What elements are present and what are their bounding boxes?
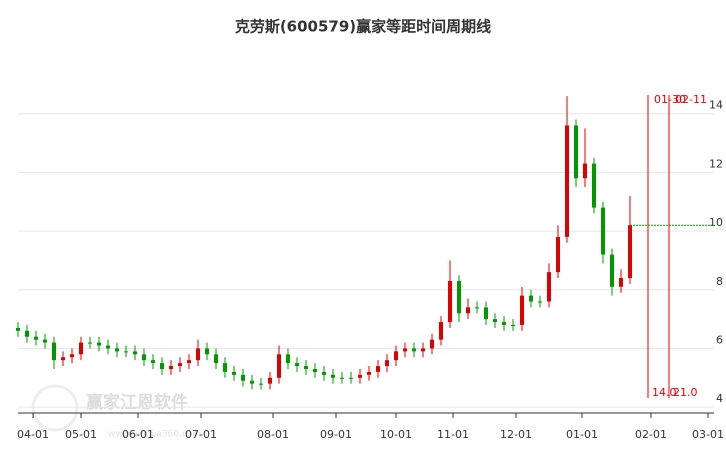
x-tick-label: 04-01 <box>17 428 49 441</box>
watermark-logo <box>31 384 79 432</box>
candle-body <box>502 322 506 325</box>
candle-body <box>556 236 560 273</box>
x-tick-label: 12-01 <box>500 428 532 441</box>
cycle-bottom-label: 21.0 <box>673 386 698 399</box>
candle-body <box>187 360 191 364</box>
candle-body <box>367 371 371 375</box>
y-tick-label: 6 <box>716 333 723 346</box>
candle-body <box>70 354 74 358</box>
candle-body <box>259 383 263 385</box>
candle-body <box>457 280 461 314</box>
chart-title: 克劳斯(600579)赢家等距时间周期线 <box>235 18 491 36</box>
y-tick-label: 12 <box>709 157 723 170</box>
candle-body <box>106 345 110 349</box>
x-tick-label: 10-01 <box>380 428 412 441</box>
x-tick-label: 09-01 <box>320 428 352 441</box>
candle-body <box>484 307 488 320</box>
x-tick-label: 07-01 <box>185 428 217 441</box>
y-tick-label: 8 <box>716 275 723 288</box>
candle-body <box>277 354 281 378</box>
candle-body <box>79 342 83 355</box>
x-tick-label: 08-01 <box>257 428 289 441</box>
candle-body <box>358 374 362 378</box>
candle-body <box>268 377 272 384</box>
candle-body <box>439 322 443 340</box>
candle-body <box>547 272 551 302</box>
x-tick-label: 11-01 <box>437 428 469 441</box>
candle-body <box>34 336 38 340</box>
candle-body <box>232 371 236 375</box>
candle-body <box>25 330 29 337</box>
candle-body <box>448 280 452 323</box>
candle-body <box>592 163 596 208</box>
candle-body <box>295 363 299 367</box>
candle-body <box>304 366 308 369</box>
x-tick-label: 06-01 <box>122 428 154 441</box>
candle-body <box>340 377 344 379</box>
candle-body <box>403 348 407 352</box>
candle-body <box>169 366 173 369</box>
candle-body <box>97 342 101 346</box>
candle-body <box>331 374 335 378</box>
candle-body <box>16 327 20 331</box>
cycle-bottom-label: 14.0 <box>652 386 677 399</box>
candle-body <box>115 348 119 352</box>
candle-body <box>43 339 47 343</box>
cycle-top-label: 02-11 <box>675 93 707 106</box>
candle-body <box>412 348 416 352</box>
cycle-top-label: 01-30 <box>654 93 686 106</box>
candle-body <box>178 363 182 367</box>
candle-body <box>349 377 353 379</box>
x-tick-label: 02-01 <box>635 428 667 441</box>
x-tick-label: 01-01 <box>566 428 598 441</box>
candle-body <box>601 207 605 255</box>
candle-body <box>142 354 146 361</box>
candle-body <box>394 351 398 361</box>
x-tick-label: 05-01 <box>65 428 97 441</box>
candle-body <box>376 366 380 372</box>
candle-body <box>430 339 434 349</box>
candle-body <box>322 371 326 375</box>
candle-body <box>160 363 164 369</box>
watermark: 赢家江恩软件 <box>86 392 188 413</box>
candle-body <box>313 368 317 372</box>
candle-body <box>475 307 479 309</box>
candle-body <box>88 342 92 344</box>
candle-body <box>529 295 533 302</box>
candle-body <box>610 254 614 287</box>
candle-body <box>628 225 632 279</box>
x-tick-label: 03-01 <box>692 428 724 441</box>
candle-body <box>241 374 245 381</box>
candle-body <box>565 125 569 237</box>
y-tick-label: 4 <box>716 392 723 405</box>
candle-body <box>286 354 290 364</box>
candle-body <box>196 348 200 361</box>
candle-body <box>133 351 137 355</box>
candle-body <box>583 163 587 179</box>
candle-body <box>250 380 254 384</box>
candle-body <box>52 342 56 361</box>
y-tick-label: 14 <box>709 99 723 112</box>
y-tick-label: 10 <box>709 216 723 229</box>
watermark-url: www.yingjia360.com <box>108 430 201 440</box>
candle-body <box>538 301 542 303</box>
candle-body <box>61 357 65 361</box>
candle-body <box>124 351 128 353</box>
candle-body <box>511 324 515 326</box>
candle-body <box>619 278 623 287</box>
candle-body <box>223 363 227 372</box>
candle-body <box>151 360 155 364</box>
candle-body <box>574 125 578 179</box>
candle-body <box>520 295 524 325</box>
candle-body <box>214 354 218 364</box>
candle-body <box>205 348 209 355</box>
candle-body <box>493 319 497 323</box>
candle-body <box>421 348 425 352</box>
candle-body <box>385 360 389 367</box>
candle-body <box>466 307 470 314</box>
